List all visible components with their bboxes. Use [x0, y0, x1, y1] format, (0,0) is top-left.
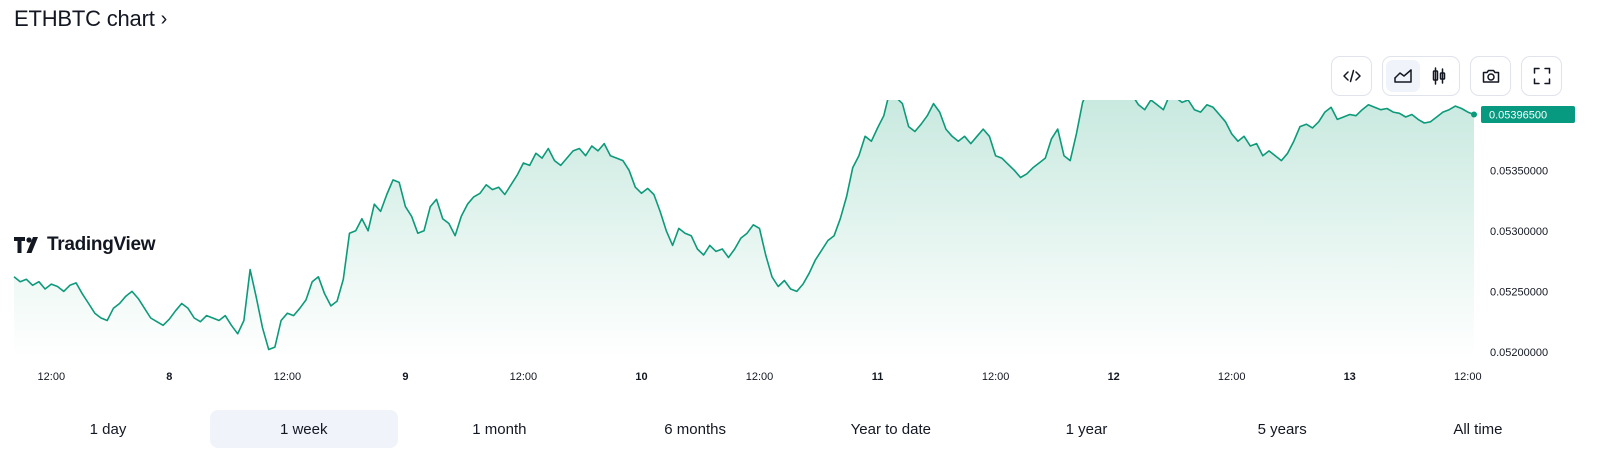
tradingview-logo[interactable]: TradingView: [14, 234, 156, 256]
candles-icon: [1432, 67, 1446, 85]
x-tick-label: 12:00: [274, 371, 302, 383]
chevron-right-icon: ›: [160, 7, 168, 30]
last-price-label: 0.05396500: [1489, 110, 1547, 122]
x-tick-label: 9: [402, 371, 408, 383]
camera-icon: [1482, 69, 1499, 83]
price-area: [14, 100, 1474, 358]
range-button-1-day[interactable]: 1 day: [89, 420, 127, 438]
x-tick-label: 11: [872, 371, 884, 383]
x-tick-label: 12:00: [38, 371, 66, 383]
range-button-1-month[interactable]: 1 month: [472, 420, 527, 438]
x-tick-label: 12:00: [982, 371, 1010, 383]
range-button-1-year[interactable]: 1 year: [1065, 420, 1108, 438]
x-tick-label: 12:00: [746, 371, 774, 383]
x-axis: 12:00 8 12:00 9 12:00 10 12:00 11 12:00 12 12:00 13…: [38, 371, 1482, 383]
x-tick-label: 10: [635, 371, 647, 383]
fullscreen-button[interactable]: [1521, 56, 1562, 96]
y-tick-label: 0.05350000: [1490, 165, 1548, 177]
area-chart-icon: [1394, 69, 1412, 83]
logo-text: TradingView: [47, 234, 156, 255]
range-button-1-week[interactable]: 1 week: [209, 410, 398, 448]
candles-chart-button[interactable]: [1422, 60, 1456, 92]
code-icon: [1342, 69, 1361, 83]
fullscreen-icon: [1533, 67, 1550, 85]
x-tick-label: 12: [1108, 371, 1120, 383]
chart-canvas[interactable]: 0.05200000 0.05250000 0.05300000 0.05350000…: [0, 100, 1600, 400]
range-button-6-months[interactable]: 6 months: [664, 420, 726, 438]
chart-type-switcher: [1382, 56, 1460, 96]
x-tick-label: 13: [1344, 371, 1356, 383]
x-tick-label: 12:00: [1218, 371, 1246, 383]
y-tick-label: 0.05250000: [1490, 286, 1548, 298]
tradingview-logo-icon: [14, 237, 38, 253]
price-line: [13, 100, 1475, 351]
last-price-dot: [1471, 111, 1477, 118]
range-button-all-time[interactable]: All time: [1453, 420, 1503, 438]
y-tick-label: 0.05200000: [1490, 347, 1548, 359]
chart-title: ETHBTC chart: [14, 6, 155, 31]
x-tick-label: 12:00: [510, 371, 538, 383]
y-tick-label: 0.05300000: [1490, 226, 1548, 238]
range-button-5-years[interactable]: 5 years: [1257, 420, 1307, 438]
chart-title-link[interactable]: ETHBTC chart ›: [14, 6, 167, 32]
area-chart-button[interactable]: [1386, 60, 1420, 92]
x-tick-label: 12:00: [1454, 371, 1482, 383]
embed-code-button[interactable]: [1331, 56, 1372, 96]
chart-toolbar: [1331, 56, 1562, 96]
range-selector: 1 day 1 week 1 month 6 months Year to date 1 …: [14, 410, 1572, 448]
price-chart[interactable]: 0.05200000 0.05250000 0.05300000 0.05350000…: [0, 100, 1600, 400]
screenshot-button[interactable]: [1470, 56, 1511, 96]
last-price-tag: 0.05396500: [1481, 106, 1575, 123]
x-tick-label: 8: [166, 371, 172, 383]
y-axis: 0.05200000 0.05250000 0.05300000 0.05350000: [1490, 165, 1548, 359]
range-button-year-to-date[interactable]: Year to date: [850, 420, 931, 438]
